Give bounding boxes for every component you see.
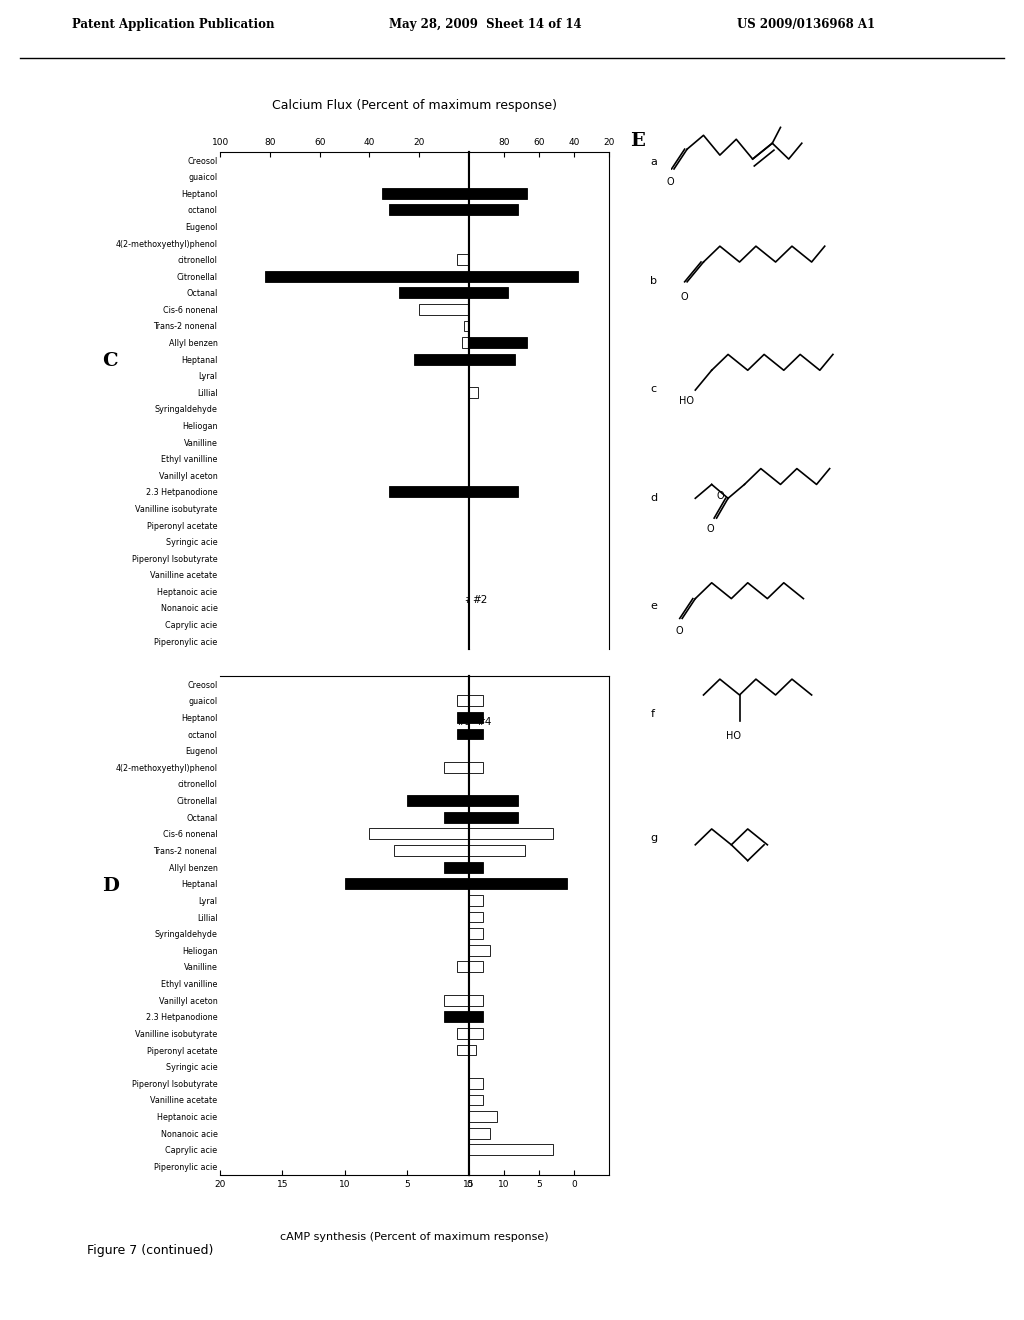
Text: #1: #1 xyxy=(464,595,479,605)
Bar xyxy=(399,288,469,298)
Text: c: c xyxy=(650,384,656,395)
Text: O: O xyxy=(716,491,724,502)
Bar xyxy=(469,1111,497,1122)
Bar xyxy=(457,1028,469,1039)
Text: O: O xyxy=(707,524,714,535)
Bar xyxy=(469,912,483,923)
Bar xyxy=(469,729,483,739)
Text: b: b xyxy=(650,276,657,286)
Text: US 2009/0136968 A1: US 2009/0136968 A1 xyxy=(737,17,876,30)
Bar xyxy=(444,762,469,772)
Text: cAMP synthesis (Percent of maximum response): cAMP synthesis (Percent of maximum respo… xyxy=(281,1232,549,1242)
Bar xyxy=(469,711,483,723)
Bar xyxy=(469,1044,476,1056)
Bar xyxy=(469,812,518,822)
Text: Calcium Flux (Percent of maximum response): Calcium Flux (Percent of maximum respons… xyxy=(272,99,557,112)
Bar xyxy=(464,321,469,331)
Bar xyxy=(469,205,518,215)
Bar xyxy=(265,271,469,281)
Bar xyxy=(444,995,469,1006)
Bar xyxy=(457,255,469,265)
Bar xyxy=(469,878,567,890)
Bar xyxy=(469,895,483,906)
Bar xyxy=(469,995,483,1006)
Bar xyxy=(469,1094,483,1105)
Text: e: e xyxy=(650,601,657,611)
Text: O: O xyxy=(675,626,683,636)
Bar xyxy=(419,304,469,314)
Bar xyxy=(469,1028,483,1039)
Bar xyxy=(469,387,478,397)
Text: g: g xyxy=(650,833,657,843)
Bar xyxy=(457,961,469,973)
Text: d: d xyxy=(650,492,657,503)
Text: #3: #3 xyxy=(457,718,472,727)
Text: HO: HO xyxy=(679,396,694,407)
Text: C: C xyxy=(102,352,118,370)
Bar xyxy=(444,812,469,822)
Text: Figure 7 (continued): Figure 7 (continued) xyxy=(87,1243,213,1257)
Bar xyxy=(469,829,553,840)
Text: #2: #2 xyxy=(472,595,487,605)
Bar xyxy=(370,829,469,840)
Bar xyxy=(469,696,483,706)
Text: Patent Application Publication: Patent Application Publication xyxy=(72,17,274,30)
Bar xyxy=(469,187,527,199)
Bar xyxy=(469,1127,490,1139)
Bar xyxy=(389,205,469,215)
Bar xyxy=(469,795,518,807)
Text: O: O xyxy=(680,292,688,302)
Bar xyxy=(444,1011,469,1022)
Bar xyxy=(469,845,525,855)
Bar xyxy=(469,1144,553,1155)
Bar xyxy=(469,271,578,281)
Bar xyxy=(469,354,515,364)
Text: D: D xyxy=(102,876,120,895)
Text: a: a xyxy=(650,157,657,168)
Bar xyxy=(469,1011,483,1022)
Bar xyxy=(394,845,469,855)
Bar xyxy=(457,711,469,723)
Bar xyxy=(469,928,483,939)
Bar xyxy=(415,354,469,364)
Text: HO: HO xyxy=(726,730,741,741)
Text: E: E xyxy=(630,132,645,150)
Text: O: O xyxy=(667,177,675,187)
Bar xyxy=(462,337,469,348)
Bar xyxy=(407,795,469,807)
Bar xyxy=(469,862,483,873)
Bar xyxy=(469,945,490,956)
Bar xyxy=(389,487,469,498)
Text: #4: #4 xyxy=(476,718,492,727)
Bar xyxy=(469,337,527,348)
Bar xyxy=(469,762,483,772)
Bar xyxy=(469,487,518,498)
Bar xyxy=(469,288,508,298)
Bar xyxy=(457,1044,469,1056)
Text: May 28, 2009  Sheet 14 of 14: May 28, 2009 Sheet 14 of 14 xyxy=(389,17,582,30)
Bar xyxy=(344,878,469,890)
Bar xyxy=(457,696,469,706)
Bar xyxy=(469,961,483,973)
Bar xyxy=(382,187,469,199)
Bar xyxy=(469,1078,483,1089)
Bar xyxy=(457,729,469,739)
Bar xyxy=(444,862,469,873)
Text: f: f xyxy=(650,709,654,719)
